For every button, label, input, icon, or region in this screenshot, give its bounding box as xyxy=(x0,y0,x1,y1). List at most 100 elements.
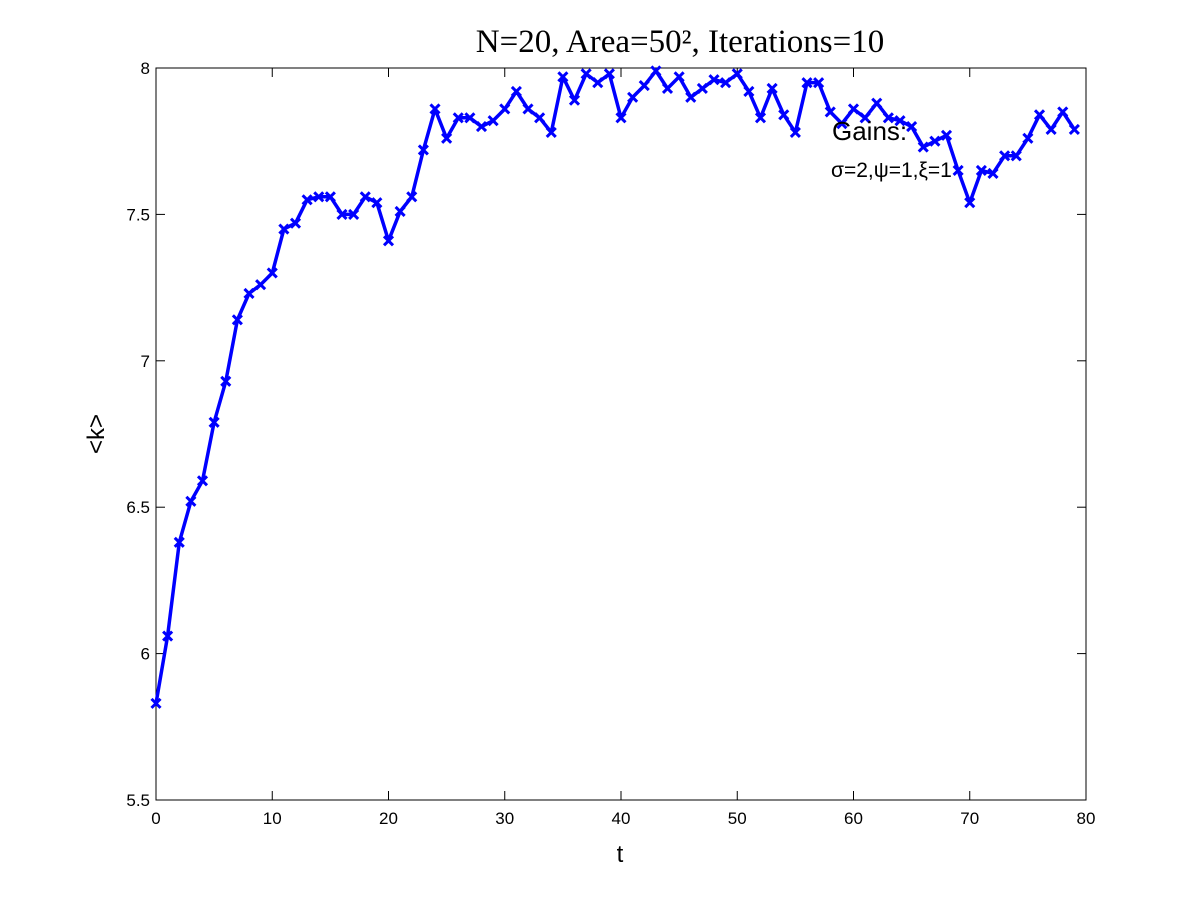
data-point-marker xyxy=(987,167,999,179)
x-tick-labels: 0 10 20 30 40 50 60 70 80 xyxy=(151,809,1095,828)
data-point-marker xyxy=(754,112,767,124)
plot-area xyxy=(155,67,1087,801)
x-tick-label: 0 xyxy=(151,809,160,828)
data-point-marker xyxy=(1022,132,1034,144)
data-point-marker xyxy=(824,106,836,118)
data-point-marker xyxy=(766,82,778,95)
x-tick-label: 30 xyxy=(495,809,514,828)
data-point-marker xyxy=(952,164,964,177)
data-point-marker xyxy=(929,135,941,147)
annotation-parameters: σ=2,ψ=1,ξ=1 xyxy=(831,159,952,182)
data-point-marker xyxy=(906,120,918,133)
data-point-marker xyxy=(580,68,592,80)
data-point-marker xyxy=(871,97,883,109)
data-point-marker xyxy=(731,68,743,80)
data-point-marker xyxy=(510,85,522,97)
data-point-marker xyxy=(220,375,232,387)
x-tick-label: 60 xyxy=(844,809,863,828)
y-tick-label: 8 xyxy=(141,59,150,78)
data-point-marker xyxy=(720,77,732,89)
data-point-marker xyxy=(592,77,604,89)
data-point-marker xyxy=(708,74,720,86)
data-point-marker xyxy=(522,103,534,115)
data-point-marker xyxy=(568,94,581,106)
data-point-marker xyxy=(650,65,662,77)
data-point-marker xyxy=(534,112,546,124)
data-point-marker xyxy=(185,495,197,507)
data-point-marker xyxy=(836,118,848,130)
data-point-marker xyxy=(313,191,325,203)
data-point-marker xyxy=(371,197,383,209)
data-point-marker xyxy=(1068,123,1080,136)
y-tick-label: 7 xyxy=(141,352,150,371)
y-tick-label: 7.5 xyxy=(126,205,150,224)
data-point-marker xyxy=(475,120,488,133)
data-point-marker xyxy=(406,191,418,203)
data-point-marker xyxy=(917,141,929,153)
data-point-marker xyxy=(894,115,906,127)
data-point-marker xyxy=(661,82,674,95)
data-point-marker xyxy=(208,416,220,428)
data-point-marker xyxy=(429,103,441,115)
data-point-marker xyxy=(859,112,871,124)
y-tick-label: 5.5 xyxy=(126,791,150,810)
data-point-marker xyxy=(1045,123,1057,136)
data-point-marker xyxy=(789,126,801,138)
data-point-marker xyxy=(627,91,639,103)
x-tick-label: 10 xyxy=(263,809,282,828)
data-point-marker xyxy=(999,150,1011,162)
x-tick-label: 80 xyxy=(1077,809,1096,828)
x-tick-label: 20 xyxy=(379,809,398,828)
data-point-marker xyxy=(1010,150,1022,162)
data-point-marker xyxy=(289,217,302,229)
data-point-marker xyxy=(685,91,697,103)
x-tick-label: 40 xyxy=(612,809,631,828)
data-point-marker xyxy=(278,223,290,235)
data-point-marker xyxy=(150,697,162,709)
data-point-marker xyxy=(940,129,953,141)
data-point-marker xyxy=(255,279,267,291)
y-tick-labels: 5.5 6 6.5 7 7.5 8 xyxy=(126,59,150,810)
data-point-marker xyxy=(382,235,395,247)
data-point-marker xyxy=(231,314,243,326)
data-point-marker xyxy=(417,144,429,156)
data-point-marker xyxy=(336,208,348,220)
y-tick-label: 6 xyxy=(141,645,150,664)
data-point-marker xyxy=(603,68,615,80)
data-point-marker xyxy=(173,536,185,548)
data-point-marker xyxy=(557,71,569,83)
x-axis-label: t xyxy=(617,841,624,868)
data-point-marker xyxy=(301,194,313,206)
data-point-marker xyxy=(615,112,627,124)
y-axis-label: <k> xyxy=(83,414,110,454)
data-point-marker xyxy=(464,112,476,124)
data-point-marker xyxy=(847,103,860,115)
series-markers xyxy=(150,65,1080,709)
data-point-marker xyxy=(441,132,453,144)
data-point-marker xyxy=(882,112,894,124)
data-point-marker xyxy=(813,77,825,89)
data-point-marker xyxy=(348,208,360,220)
data-point-marker xyxy=(452,112,464,124)
data-point-marker xyxy=(499,103,511,115)
data-point-marker xyxy=(975,164,987,177)
data-point-marker xyxy=(266,267,278,279)
y-tick-label: 6.5 xyxy=(126,498,150,517)
data-point-marker xyxy=(638,80,650,92)
annotation-gains: Gains: xyxy=(832,116,907,146)
data-point-marker xyxy=(243,287,255,300)
x-tick-label: 70 xyxy=(960,809,979,828)
data-point-marker xyxy=(162,630,174,642)
data-point-marker xyxy=(964,197,976,209)
data-point-marker xyxy=(324,191,336,203)
data-point-marker xyxy=(545,126,557,138)
data-point-marker xyxy=(1057,106,1069,118)
data-point-marker xyxy=(359,191,371,203)
data-point-marker xyxy=(743,85,755,97)
data-point-marker xyxy=(487,115,499,127)
data-point-marker xyxy=(196,475,209,487)
x-tick-label: 50 xyxy=(728,809,747,828)
data-point-marker xyxy=(673,71,685,83)
data-point-marker xyxy=(394,205,406,218)
